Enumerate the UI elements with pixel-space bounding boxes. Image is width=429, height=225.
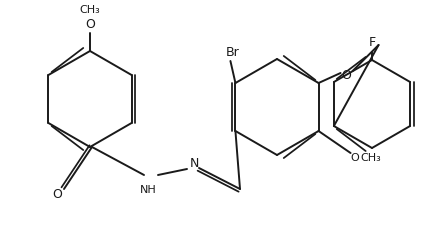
Text: O: O — [341, 69, 351, 82]
Text: O: O — [350, 152, 359, 162]
Text: CH₃: CH₃ — [80, 5, 100, 15]
Text: O: O — [85, 17, 95, 30]
Text: F: F — [369, 36, 375, 49]
Text: O: O — [52, 188, 62, 201]
Text: CH₃: CH₃ — [360, 152, 381, 162]
Text: N: N — [189, 157, 199, 170]
Text: Br: Br — [226, 45, 239, 58]
Text: NH: NH — [139, 184, 157, 194]
